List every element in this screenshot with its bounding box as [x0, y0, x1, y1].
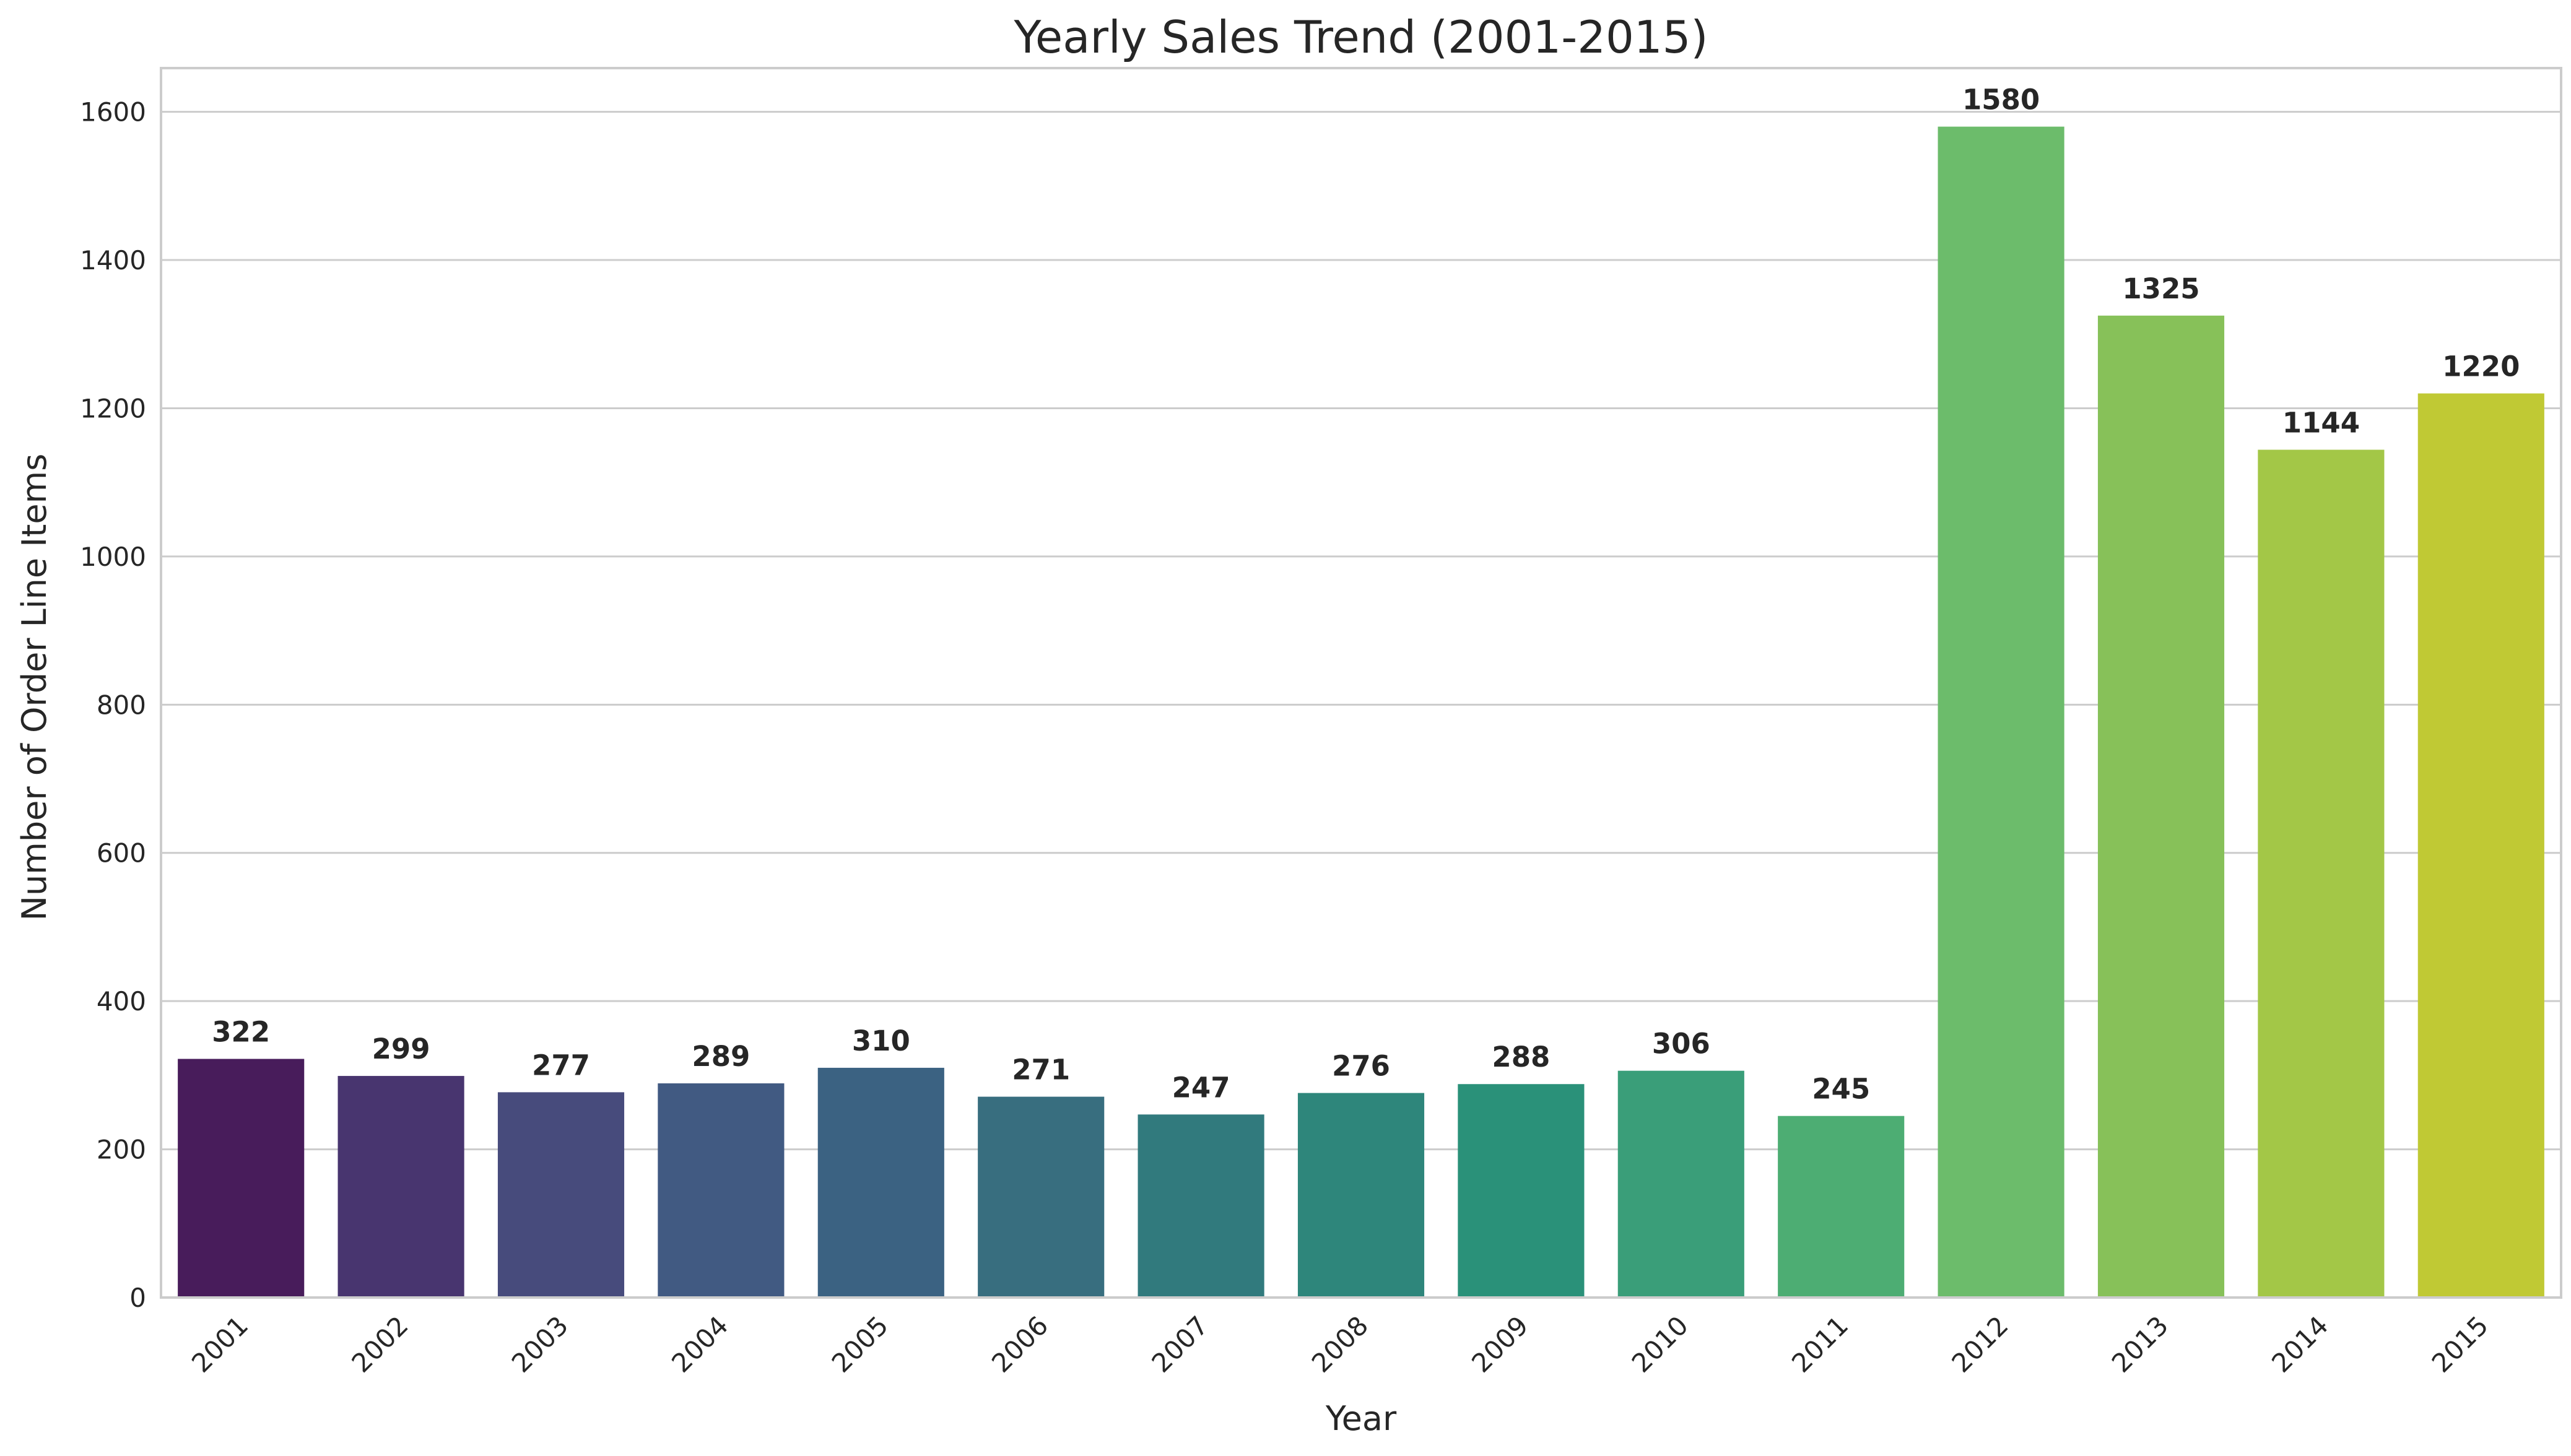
plot-frame	[160, 67, 2562, 1299]
bars	[178, 126, 2544, 1298]
bar-2012	[1938, 126, 2064, 1298]
data-label-2011: 245	[1812, 1073, 1870, 1106]
y-tick-label: 1200	[80, 393, 146, 423]
data-label-2015: 1220	[2442, 350, 2520, 383]
bar-2009	[1458, 1084, 1585, 1298]
y-tick-label: 0	[129, 1283, 146, 1313]
y-tick-label: 600	[97, 838, 146, 869]
data-label-2001: 322	[212, 1016, 270, 1049]
bar-2006	[978, 1096, 1105, 1298]
bar-2002	[337, 1076, 464, 1298]
bar-2011	[1778, 1116, 1905, 1298]
bar-2004	[658, 1083, 785, 1298]
y-tick-label: 800	[97, 690, 146, 720]
data-label-2012: 1580	[1962, 84, 2040, 116]
data-label-2008: 276	[1332, 1050, 1390, 1083]
data-label-2013: 1325	[2122, 272, 2199, 305]
bar-2001	[178, 1059, 305, 1298]
bar-2010	[1617, 1070, 1744, 1298]
bar-2007	[1138, 1114, 1264, 1298]
y-axis-label: Number of Order Line Items	[15, 454, 54, 921]
data-label-2006: 271	[1012, 1054, 1070, 1086]
data-label-2007: 247	[1172, 1071, 1230, 1104]
y-tick-label: 400	[97, 986, 146, 1016]
data-label-2002: 299	[372, 1033, 430, 1065]
y-tick-label: 200	[97, 1135, 146, 1165]
bar-2003	[497, 1092, 625, 1298]
x-axis-label: Year	[1325, 1399, 1397, 1438]
chart-title: Yearly Sales Trend (2001-2015)	[1013, 11, 1708, 63]
data-label-2010: 306	[1652, 1028, 1710, 1060]
data-label-2004: 289	[692, 1040, 750, 1073]
data-label-2003: 277	[532, 1049, 590, 1081]
y-axis-ticks: 0 200 400 600 800 1000 1200 1400 1600	[80, 97, 146, 1313]
data-label-2005: 310	[852, 1025, 910, 1057]
data-label-2014: 1144	[2282, 407, 2360, 440]
bar-2015	[2417, 393, 2544, 1298]
bar-2013	[2097, 315, 2225, 1298]
bar-2014	[2258, 449, 2385, 1298]
bar-2008	[1297, 1093, 1425, 1298]
y-tick-label: 1600	[80, 97, 146, 128]
y-tick-label: 1000	[80, 542, 146, 572]
data-labels: 322 299 277 289 310 271 247 276 288 306 245 1580 132…	[212, 84, 2520, 1106]
bar-2005	[817, 1067, 944, 1298]
data-label-2009: 288	[1492, 1041, 1550, 1073]
y-tick-label: 1400	[80, 245, 146, 275]
